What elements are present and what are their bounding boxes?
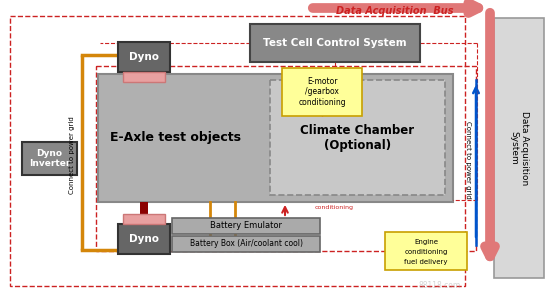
Bar bbox=[22, 142, 77, 175]
Text: Dyno: Dyno bbox=[129, 52, 159, 62]
Bar bbox=[123, 72, 165, 82]
Text: E-motor
/gearbox
conditioning: E-motor /gearbox conditioning bbox=[298, 77, 346, 107]
Text: Test Cell Control System: Test Cell Control System bbox=[263, 38, 407, 48]
Text: 88118.com: 88118.com bbox=[419, 281, 461, 290]
Text: conditioning: conditioning bbox=[404, 249, 448, 255]
Bar bbox=[172, 236, 320, 252]
Bar bbox=[118, 224, 170, 254]
Bar bbox=[98, 74, 453, 202]
Text: E-Axle test objects: E-Axle test objects bbox=[109, 131, 240, 144]
Bar bbox=[270, 80, 445, 195]
Text: conditioning: conditioning bbox=[315, 205, 354, 210]
Bar bbox=[123, 214, 165, 224]
Bar bbox=[282, 68, 362, 116]
Text: Data Acquisition
System: Data Acquisition System bbox=[509, 111, 529, 185]
Text: Connect to power grid: Connect to power grid bbox=[69, 116, 75, 194]
Bar bbox=[118, 42, 170, 72]
Bar bbox=[140, 202, 148, 214]
Text: Battery Box (Air/coolant cool): Battery Box (Air/coolant cool) bbox=[190, 239, 302, 249]
Text: Climate Chamber
(Optional): Climate Chamber (Optional) bbox=[300, 124, 415, 152]
Text: Dyno: Dyno bbox=[129, 234, 159, 244]
Bar bbox=[385, 232, 467, 270]
Text: Engine: Engine bbox=[414, 239, 438, 245]
Bar bbox=[10, 16, 465, 286]
Text: Data Acquisition  Bus: Data Acquisition Bus bbox=[336, 6, 454, 16]
Bar bbox=[96, 66, 476, 251]
Text: Connect to power grid: Connect to power grid bbox=[465, 121, 471, 199]
Text: Dyno
Inverter: Dyno Inverter bbox=[29, 149, 70, 168]
Bar bbox=[172, 218, 320, 234]
Bar bbox=[250, 24, 420, 62]
Bar bbox=[140, 74, 148, 82]
Text: Battery Emulator: Battery Emulator bbox=[210, 221, 282, 230]
Bar bbox=[494, 18, 544, 278]
Text: fuel delivery: fuel delivery bbox=[404, 259, 448, 265]
